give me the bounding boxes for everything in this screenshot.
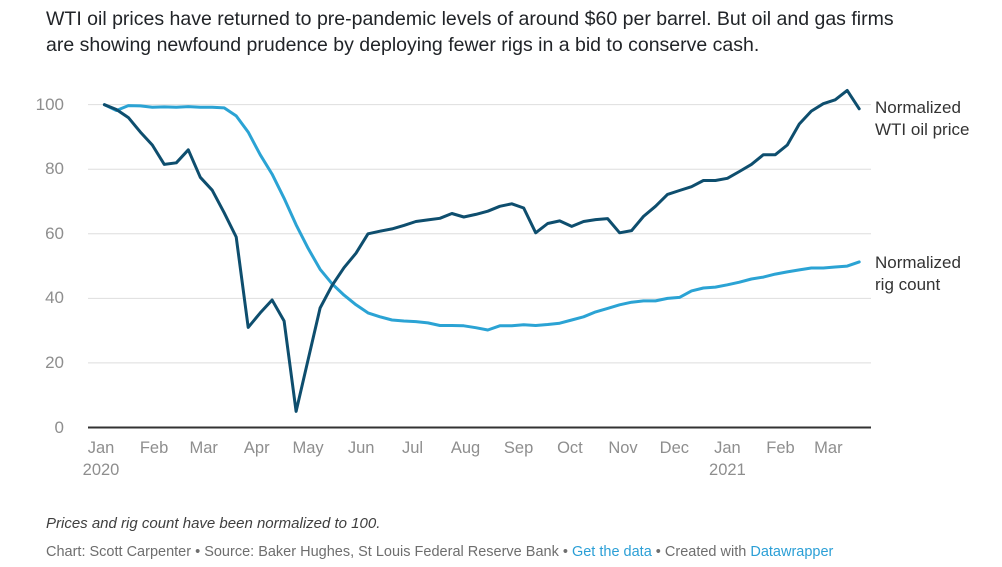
x-tick-label-Mar: Mar [814, 439, 843, 457]
x-tick-label-Jul: Jul [401, 439, 424, 457]
series-label-rig-count: Normalized rig count [875, 253, 961, 294]
x-tick-label-Feb: Feb [766, 439, 795, 457]
y-tick-label-0: 0 [54, 417, 64, 437]
byline: Chart: Scott Carpenter • Source: Baker H… [46, 544, 833, 560]
x-tick-label-May: May [292, 439, 324, 457]
chart-headline: WTI oil prices have returned to pre-pand… [46, 6, 986, 58]
x-tick-label-Jan-2020: Jan 2020 [75, 437, 127, 481]
rig-count-line [102, 103, 861, 332]
wti-price-line [102, 88, 861, 413]
series-label-wti-oil-price: Normalized WTI oil price [875, 98, 970, 139]
x-tick-label-Oct: Oct [557, 439, 583, 457]
footnote: Prices and rig count have been normalize… [46, 515, 381, 532]
x-tick-label-Feb: Feb [139, 439, 169, 457]
x-tick-label-Jan-2021: Jan 2021 [701, 437, 753, 481]
byline-text: • Created with [651, 544, 751, 560]
x-tick-label-Nov: Nov [608, 439, 638, 457]
x-tick-label-Apr: Apr [243, 439, 270, 457]
x-tick-label-Dec: Dec [659, 439, 690, 457]
byline-text: Chart: Scott Carpenter • Source: Baker H… [46, 544, 572, 560]
chart-headline-line2: are showing newfound prudence by deployi… [46, 34, 760, 56]
y-tick-label-40: 40 [45, 288, 64, 308]
chart-headline-line1: WTI oil prices have returned to pre-pand… [46, 8, 894, 30]
y-tick-label-100: 100 [35, 94, 64, 114]
y-tick-label-20: 20 [45, 352, 64, 372]
x-tick-label-Mar: Mar [189, 439, 218, 457]
y-tick-label-60: 60 [45, 223, 64, 243]
x-tick-year-label: 2021 [709, 461, 746, 479]
x-tick-label-Sep: Sep [503, 439, 534, 457]
line-chart [88, 88, 871, 429]
get-the-data-link[interactable]: Get the data [571, 544, 652, 560]
x-tick-year-label: 2020 [82, 461, 120, 479]
datawrapper-link[interactable]: Datawrapper [750, 544, 834, 560]
x-tick-label-Aug: Aug [450, 439, 481, 457]
x-tick-label-Jun: Jun [347, 439, 375, 457]
y-tick-label-80: 80 [45, 159, 64, 179]
